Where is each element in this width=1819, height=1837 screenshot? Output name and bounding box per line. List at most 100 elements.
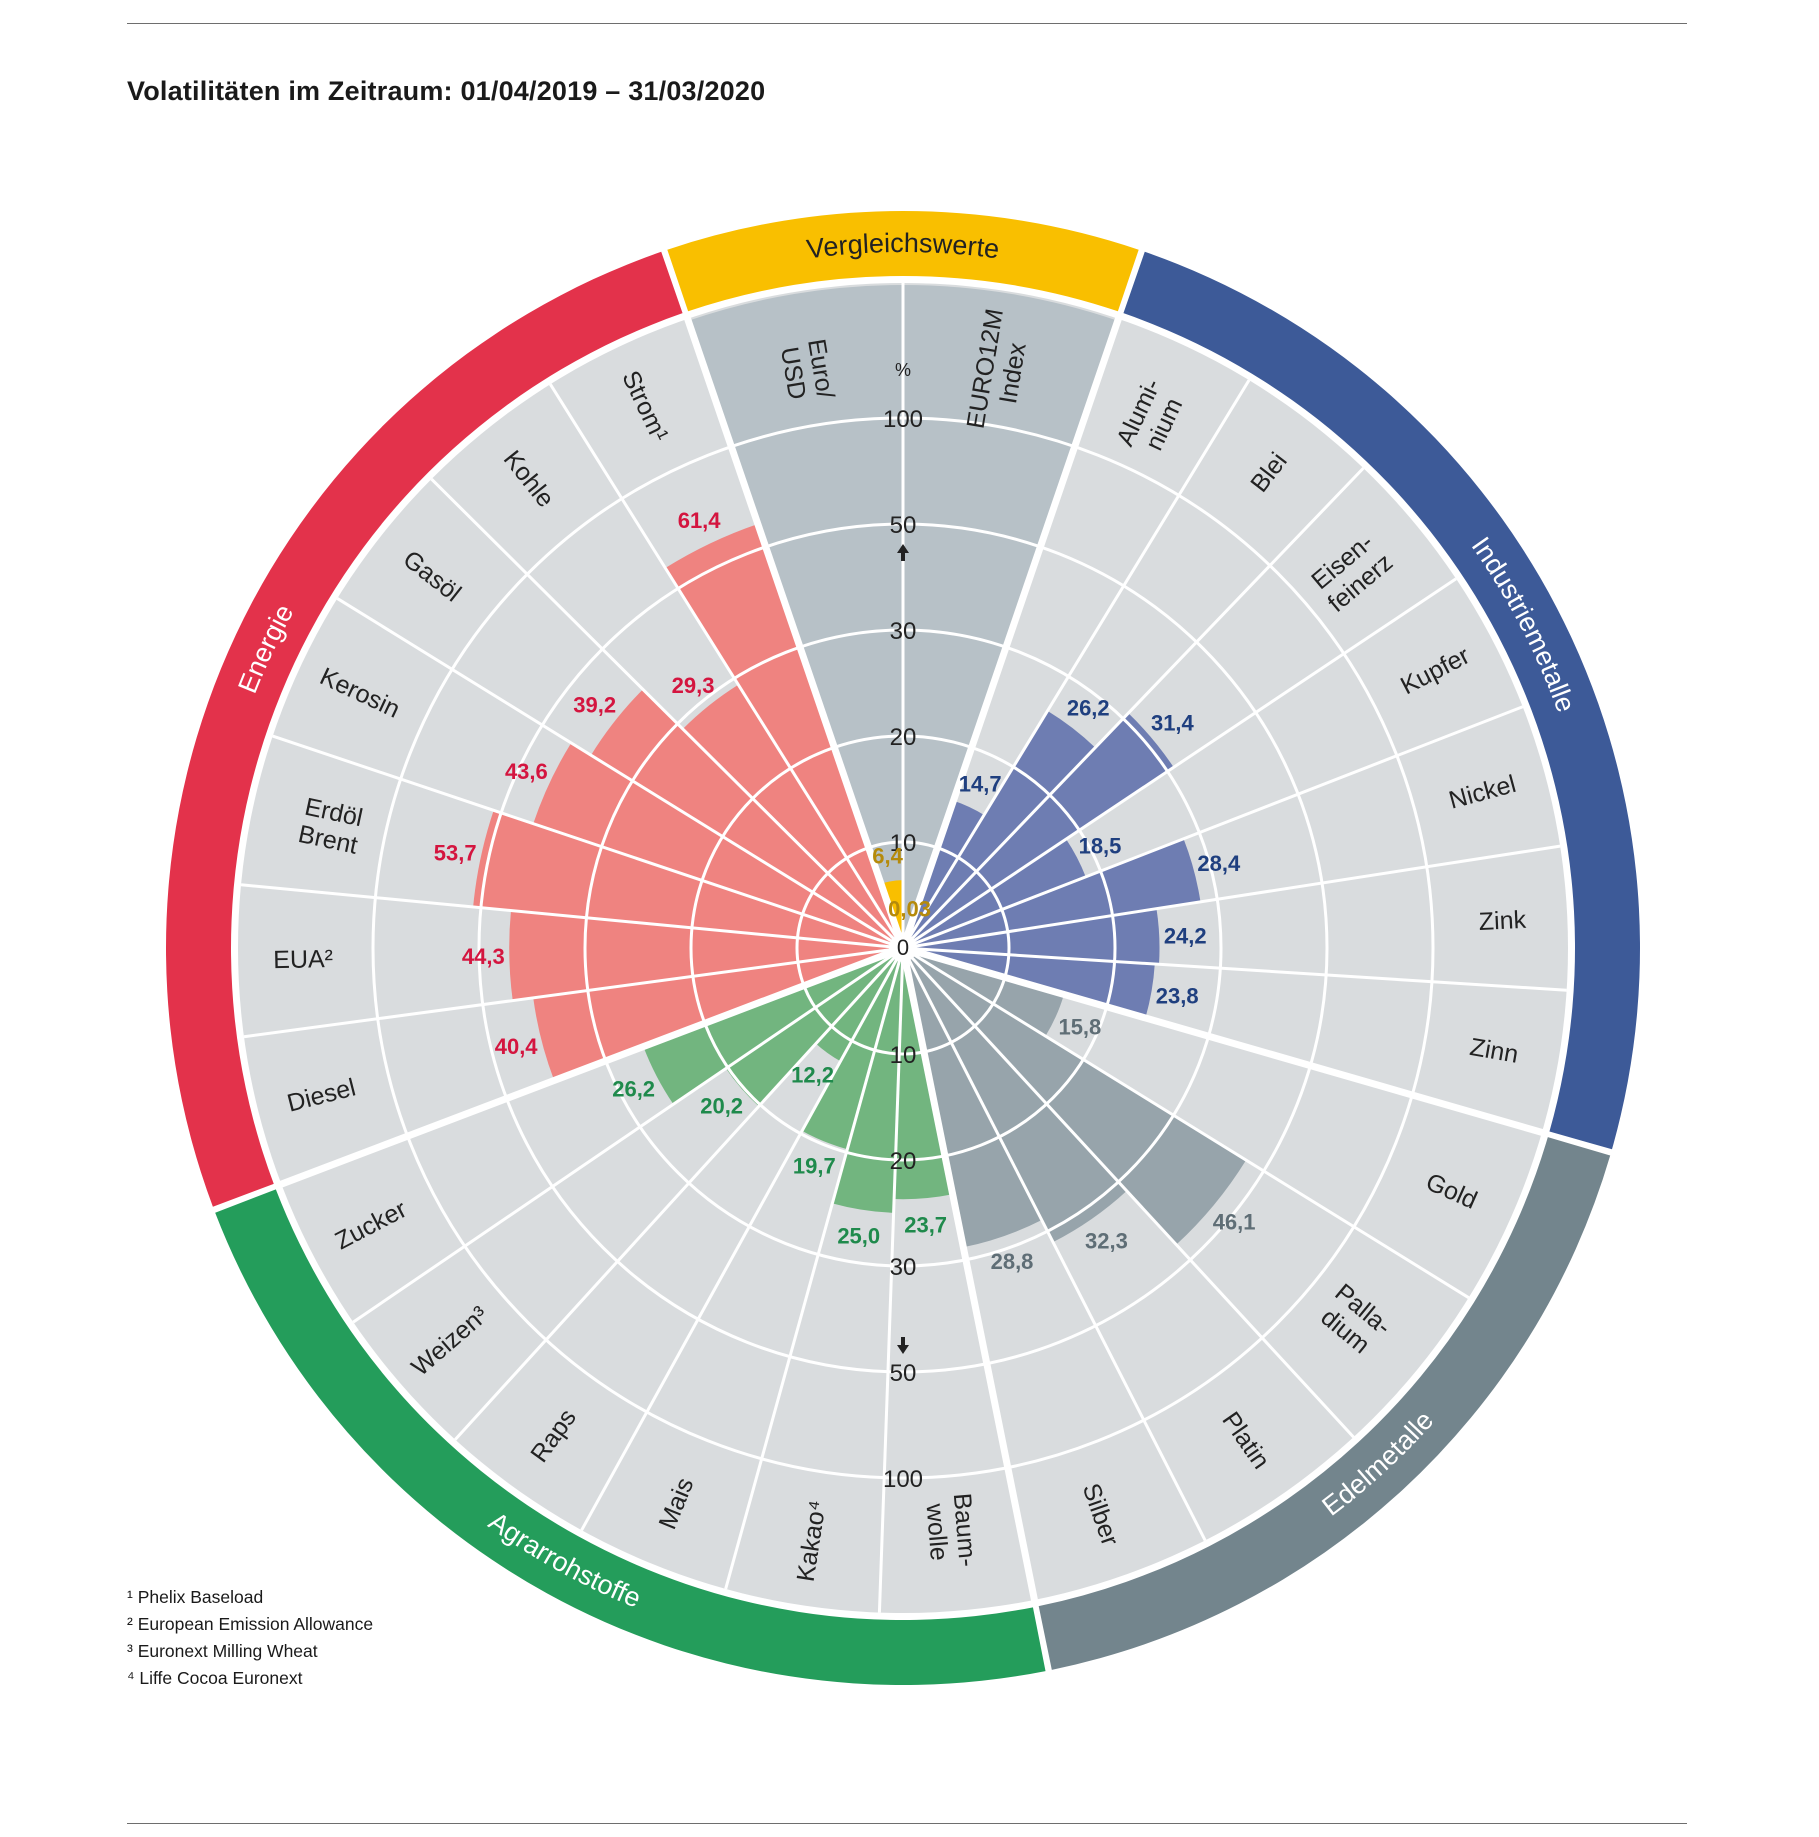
grid-spoke — [336, 597, 904, 950]
group-separator — [682, 313, 907, 950]
bar-platin — [903, 948, 1127, 1243]
grid-spoke — [877, 947, 905, 1613]
group-band — [165, 211, 1640, 1686]
value-label-kupfer: 18,5 — [1079, 833, 1122, 858]
scale-tick-up: 100 — [883, 406, 923, 433]
grid-spoke — [430, 478, 905, 950]
bar-erdöl-brent — [473, 810, 903, 948]
grid-spoke — [901, 379, 1251, 949]
svg-text:Zink: Zink — [1478, 906, 1527, 936]
svg-text:EUA²: EUA² — [273, 945, 333, 974]
grid-spoke — [901, 467, 1365, 950]
value-label-baum-wolle: 23,7 — [904, 1212, 947, 1237]
value-label-strom: 61,4 — [678, 508, 722, 533]
value-label-alumi-nium: 14,7 — [959, 771, 1002, 796]
scale-tick-up: 50 — [890, 512, 917, 539]
down-arrow-icon — [897, 1337, 909, 1354]
grid-spoke — [580, 947, 905, 1531]
value-labels: 0,03 6,4 61,4 29,3 39,2 43,6 53,7 44,3 40,4 26,2 2… — [434, 508, 1256, 1274]
value-label-palla-dium: 46,1 — [1213, 1209, 1256, 1234]
scale-labels: 10 20 30 50 100 10 20 30 50 100% — [883, 360, 923, 1493]
scale-tick-down: 100 — [883, 1466, 923, 1493]
bar-eisen-feinerz — [903, 713, 1174, 948]
grid-spoke — [901, 946, 1355, 1439]
scale-tick-down: 30 — [890, 1254, 917, 1281]
item-label-zink: Zink — [1478, 906, 1527, 936]
value-label-mais: 19,7 — [793, 1153, 836, 1178]
bar-blei — [903, 710, 1096, 948]
value-label-platin: 32,3 — [1085, 1228, 1128, 1253]
grid-spoke — [454, 946, 905, 1441]
unit-label: % — [895, 360, 911, 380]
value-label-raps: 12,2 — [791, 1062, 834, 1087]
value-label-diesel: 40,4 — [495, 1034, 539, 1059]
top-rule — [127, 23, 1687, 24]
footnotes: ¹ Phelix Baseload ² European Emission Al… — [127, 1584, 373, 1692]
grid-spoke — [901, 947, 1207, 1542]
band-agrarrohstoffe — [215, 1189, 1046, 1686]
grid-spoke — [243, 946, 904, 1039]
grid-spoke — [902, 844, 1561, 950]
value-label-zinn: 23,8 — [1156, 984, 1199, 1009]
bar-zink — [903, 908, 1160, 965]
grid-spoke — [549, 383, 905, 949]
group-separator — [899, 947, 1039, 1605]
bar-weizen — [725, 948, 903, 1107]
group-separators — [276, 313, 1547, 1605]
bar-silber — [903, 948, 1042, 1248]
footnote-4: ⁴ Liffe Cocoa Euronext — [127, 1668, 303, 1688]
scale-tick-up: 30 — [890, 618, 917, 645]
bar-palla-dium — [903, 948, 1247, 1245]
footnote-3: ³ Euronext Milling Wheat — [127, 1641, 318, 1661]
bar-gold — [903, 948, 1064, 1037]
chart-title: Volatilitäten im Zeitraum: 01/04/2019 – … — [127, 76, 766, 106]
scale-tick-up: 20 — [890, 724, 917, 751]
footnote-1: ¹ Phelix Baseload — [127, 1587, 264, 1607]
bar-alumi-nium — [903, 800, 985, 948]
group-separator — [276, 944, 905, 1189]
center-dot — [889, 934, 917, 962]
item-label-euro-usd: Euro/USD — [775, 337, 839, 402]
grid-spoke — [724, 947, 905, 1590]
bar-mais — [802, 948, 903, 1150]
value-label-silber: 28,8 — [991, 1249, 1034, 1274]
scale-tick-down: 50 — [890, 1360, 917, 1387]
up-arrow-icon — [897, 544, 909, 561]
grid-spoke — [902, 577, 1457, 950]
value-label-euro12m-index: 0,03 — [888, 897, 931, 922]
bar-zucker — [643, 948, 903, 1105]
item-label-eua: EUA² — [273, 945, 333, 974]
value-label-kerosin: 43,6 — [505, 759, 548, 784]
grid-spoke — [240, 883, 904, 950]
scale-tick-down: 10 — [890, 1042, 917, 1069]
grid-spoke — [902, 946, 1567, 992]
bar-strom — [665, 523, 903, 948]
group-separator — [899, 313, 1124, 950]
center-label: 0 — [897, 935, 909, 960]
bar-eua — [509, 910, 903, 1001]
footnote-2: ² European Emission Allowance — [127, 1614, 374, 1634]
value-label-zink: 24,2 — [1164, 923, 1207, 948]
value-label-zucker: 26,2 — [612, 1076, 655, 1101]
svg-text:Baum-wolle: Baum-wolle — [920, 1492, 982, 1570]
value-label-eua: 44,3 — [462, 944, 505, 969]
band-energie — [165, 251, 683, 1207]
value-label-weizen: 20,2 — [700, 1093, 743, 1118]
value-label-blei: 26,2 — [1067, 695, 1110, 720]
band-edelmetalle — [1038, 1137, 1611, 1670]
grid-spoke — [902, 705, 1524, 950]
bar-nickel — [903, 838, 1201, 948]
value-label-gold: 15,8 — [1058, 1014, 1101, 1039]
bottom-rule — [127, 1823, 1687, 1824]
band-industriemetalle — [1123, 251, 1640, 1150]
grid-spoke — [902, 946, 1470, 1299]
grid-spoke — [272, 734, 904, 950]
scale-tick-up: 10 — [890, 830, 917, 857]
value-label-kohle: 29,3 — [672, 673, 715, 698]
value-label-gasöl: 39,2 — [573, 693, 616, 718]
item-label-baum-wolle: Baum-wolle — [920, 1492, 982, 1570]
grid-spoke — [352, 946, 904, 1324]
value-label-nickel: 28,4 — [1197, 851, 1241, 876]
group-separator — [902, 944, 1547, 1137]
